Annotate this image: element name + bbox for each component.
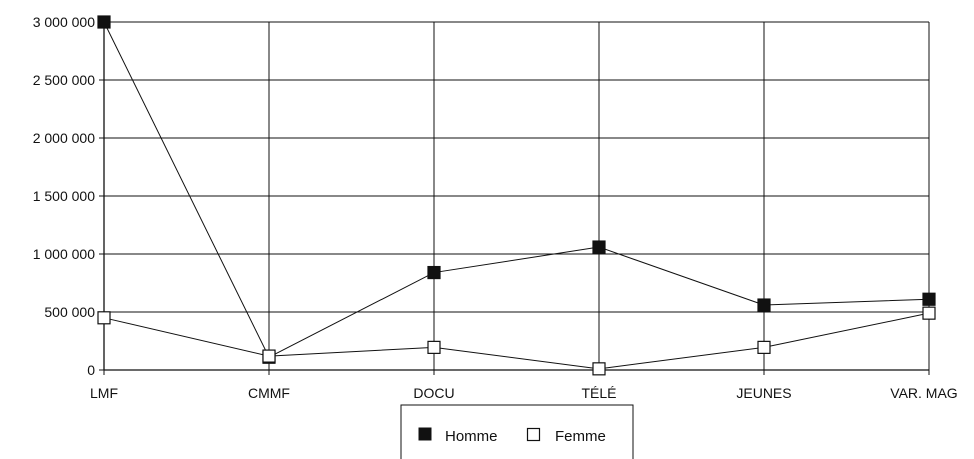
series-line-femme [103,312,930,370]
y-tick-label: 1 500 000 [33,188,95,204]
legend-homme-swatch [418,427,432,441]
x-tick-label: LMF [90,385,118,401]
legend-homme-label: Homme [445,428,498,445]
horizontal-gridlines [104,21,929,371]
legend-box [400,404,634,459]
y-tick-label: 0 [87,362,95,378]
point-homme [592,240,606,254]
y-tick-label: 3 000 000 [33,14,95,30]
point-femme [427,340,441,354]
series-line-homme [103,21,930,358]
x-tick-label: JEUNES [736,385,791,401]
legend-femme-swatch [526,427,541,442]
x-tick-label: CMMF [248,385,290,401]
x-tick-label: VAR. MAG [890,385,957,401]
point-femme [262,349,276,363]
point-femme [922,306,936,320]
point-femme [97,311,111,325]
x-axis-tick-labels: LMF CMMF DOCU TÉLÉ JEUNES VAR. MAG [90,385,958,401]
point-homme [922,292,936,306]
x-tick-label: DOCU [413,385,454,401]
legend: Homme Femme [400,404,634,459]
y-tick-label: 500 000 [44,304,95,320]
point-homme [97,15,111,29]
legend-femme-label: Femme [555,428,606,445]
x-tick-label: TÉLÉ [581,385,616,401]
point-femme [592,362,606,376]
y-tick-label: 2 000 000 [33,130,95,146]
series-lines [103,21,930,370]
point-homme [757,298,771,312]
y-tick-label: 2 500 000 [33,72,95,88]
axes [99,21,930,375]
y-tick-label: 1 000 000 [33,246,95,262]
series-markers [97,15,936,376]
point-homme [427,265,441,280]
point-femme [757,340,771,354]
y-axis-tick-labels: 3 000 000 2 500 000 2 000 000 1 500 000 1 00… [33,14,96,378]
